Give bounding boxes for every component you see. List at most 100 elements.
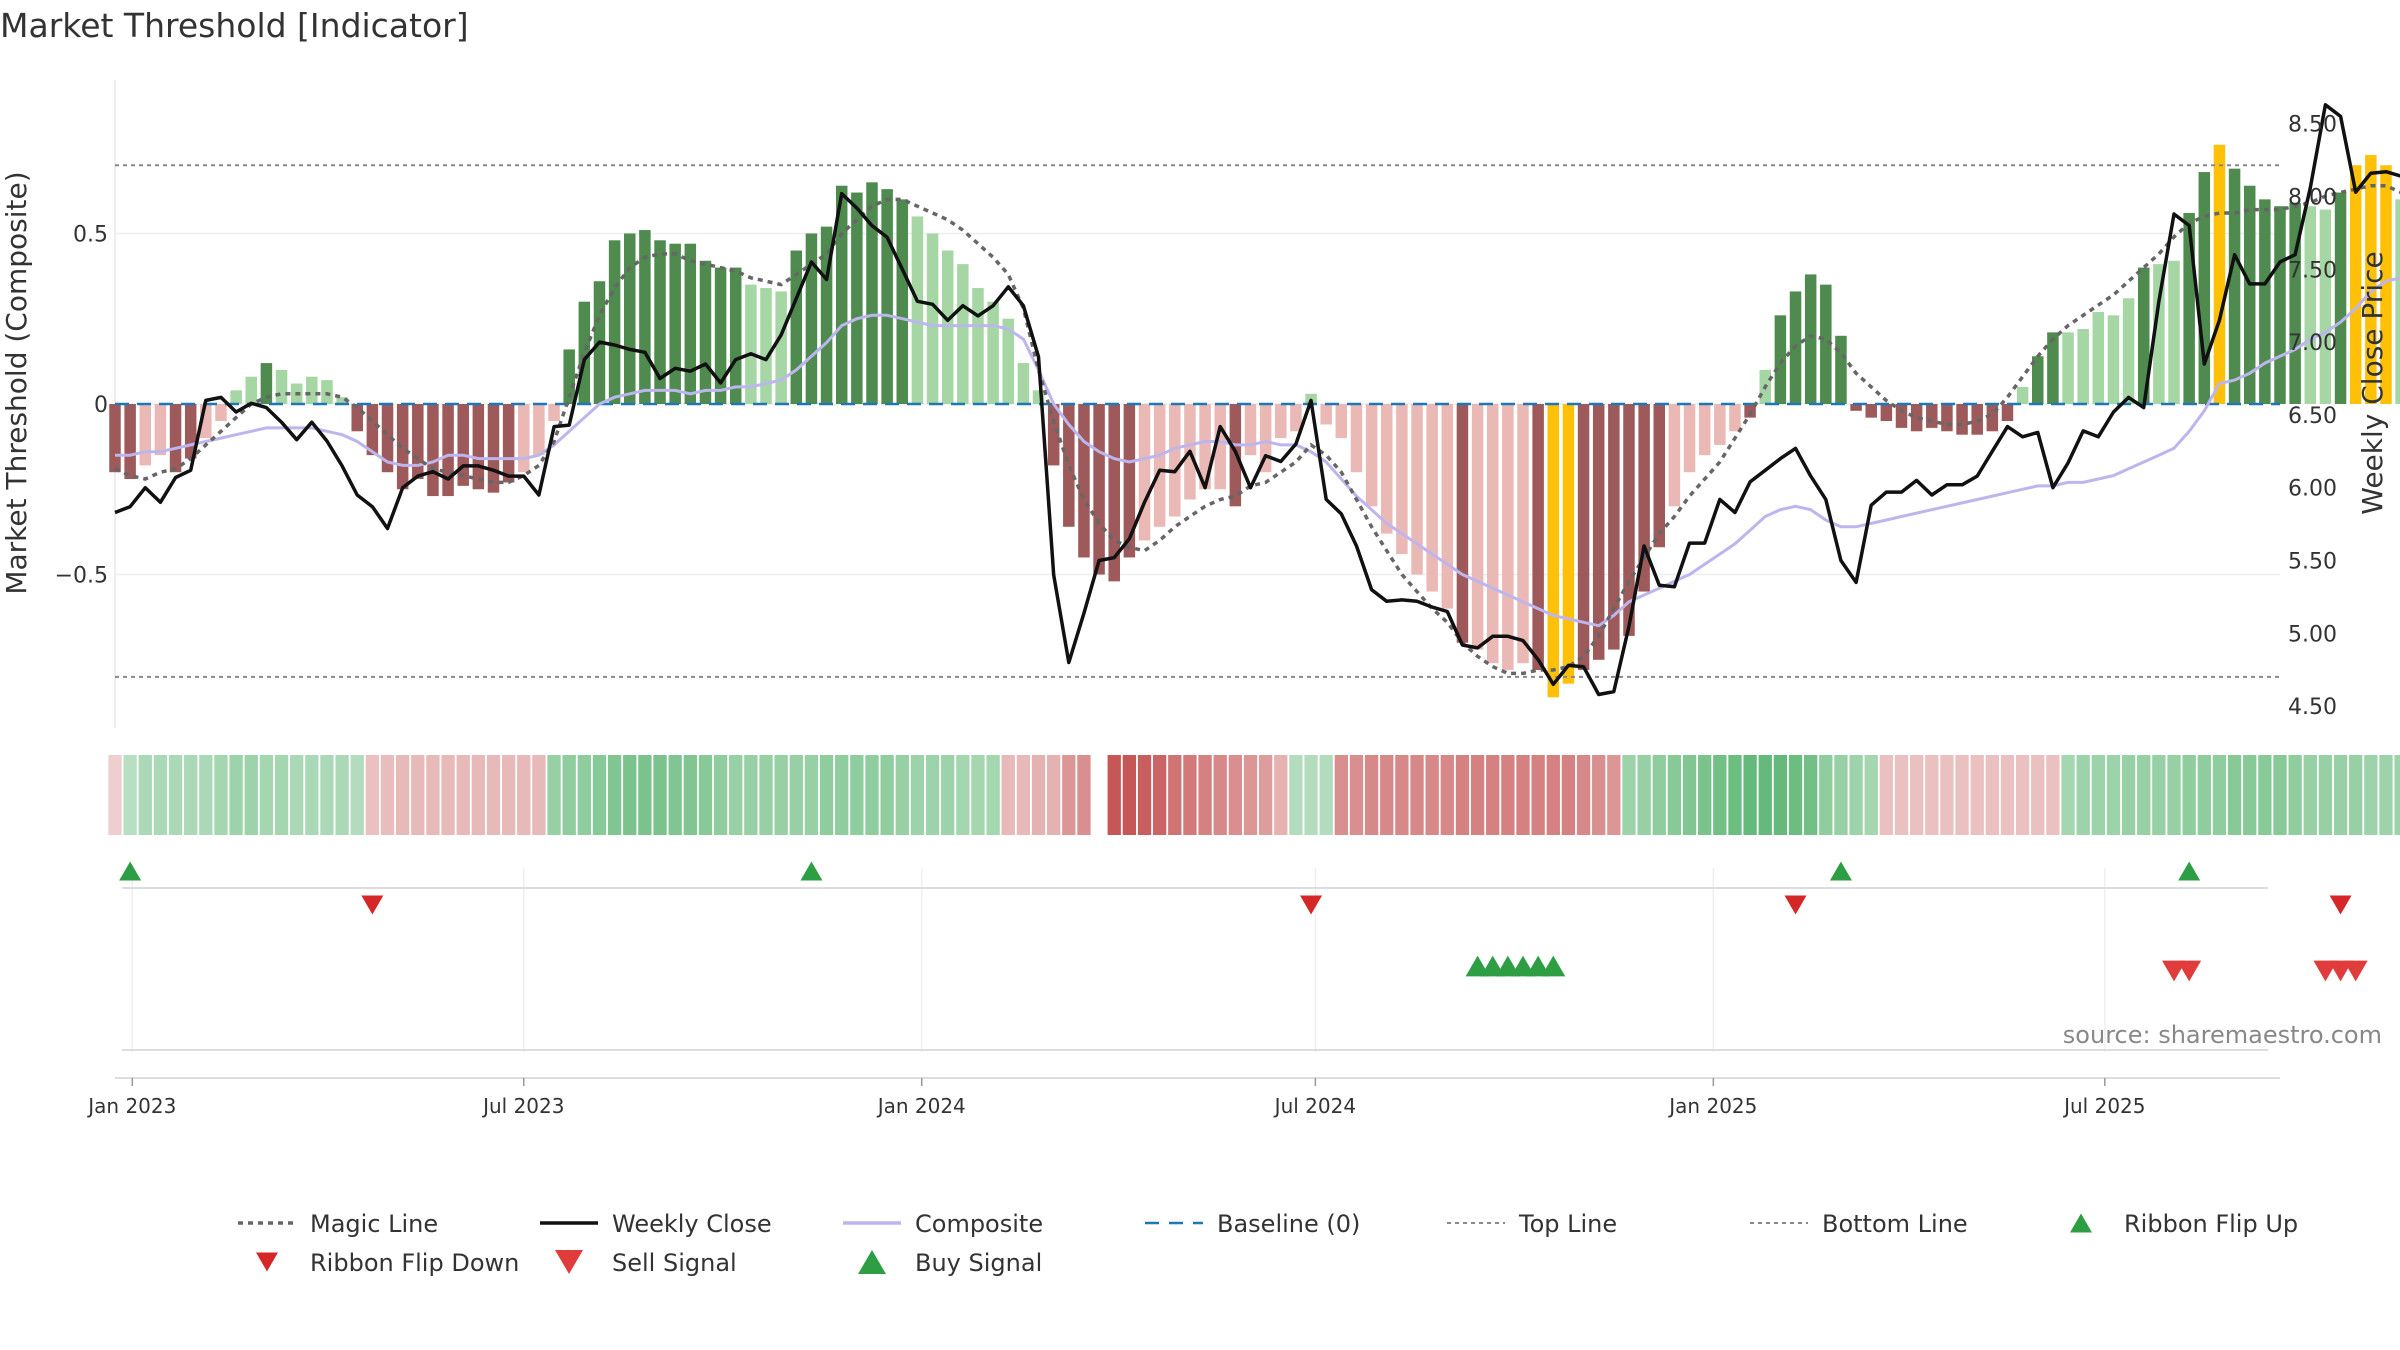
composite-bar	[1850, 404, 1862, 411]
ribbon-cell	[2212, 755, 2227, 835]
ribbon-cell	[1925, 755, 1939, 835]
composite-bar	[336, 397, 348, 404]
ribbon-cell	[1501, 755, 1515, 835]
ribbon-cell	[2061, 755, 2075, 835]
ribbon-cell	[1168, 755, 1182, 835]
y2-tick-label: 7.50	[2288, 258, 2337, 283]
composite-bar	[1350, 404, 1363, 473]
composite-bar	[2213, 144, 2226, 405]
right-y-axis: 4.50 5.00 5.50 6.00 6.50 7.00 7.50 8.00 8.50	[2288, 113, 2337, 720]
ribbon-cell	[1137, 755, 1152, 835]
composite-bar	[1396, 404, 1408, 555]
composite-bar	[1502, 404, 1514, 671]
legend-swatch-marker	[858, 1249, 886, 1275]
ribbon-cell	[1425, 755, 1439, 835]
ribbon-cell	[1576, 755, 1591, 835]
legend-item: Buy Signal	[858, 1249, 1042, 1277]
buy-signal-marker	[1511, 955, 1536, 977]
composite-bar	[396, 404, 409, 490]
ribbon-cell	[1788, 755, 1803, 835]
composite-bar	[275, 369, 288, 404]
y2-tick-label: 5.50	[2288, 550, 2337, 575]
legend-item: Ribbon Flip Up	[2070, 1210, 2298, 1238]
y2-tick-label: 5.00	[2288, 622, 2337, 647]
ribbon-cell	[683, 755, 697, 835]
ribbon-cell	[577, 755, 591, 835]
composite-bar	[502, 404, 515, 483]
ribbon-cell	[1470, 755, 1485, 835]
composite-bar	[1577, 404, 1590, 671]
composite-bar	[820, 226, 833, 404]
ribbon-flip-down-marker	[1784, 895, 1807, 915]
composite-bar	[2016, 386, 2029, 404]
composite-bar	[1804, 274, 1817, 404]
composite-bar	[654, 240, 666, 404]
ribbon-cell	[1909, 755, 1924, 835]
ribbon-cell	[623, 755, 637, 835]
composite-bar	[957, 264, 969, 404]
legend-label: Baseline (0)	[1217, 1210, 1360, 1238]
ribbon-cell	[1062, 755, 1076, 835]
composite-bar	[1426, 404, 1438, 592]
ribbon-cell	[2318, 755, 2333, 835]
composite-bar	[972, 288, 984, 404]
ribbon-cell	[1243, 755, 1258, 835]
composite-bar	[684, 243, 697, 404]
ribbon-cell	[638, 755, 652, 835]
composite-bar	[1653, 404, 1666, 548]
composite-bar	[2137, 267, 2150, 404]
composite-bar	[154, 404, 167, 456]
composite-bar	[2349, 165, 2362, 404]
ribbon-cell	[2394, 755, 2400, 835]
ribbon-flip-up-marker	[1829, 861, 1852, 881]
ribbon-cell	[1198, 755, 1212, 835]
ribbon-cell	[1455, 755, 1470, 835]
composite-bar	[1592, 404, 1605, 660]
ribbon-cell	[305, 755, 319, 835]
composite-bar	[200, 404, 212, 439]
signal-grid	[115, 868, 2280, 1079]
ribbon-cell	[380, 755, 395, 835]
ribbon-cell	[168, 755, 183, 835]
ribbon-cell	[1849, 755, 1863, 835]
legend: Magic Line Weekly Close Composite Baseline …	[238, 1210, 2298, 1277]
ribbon-cell	[1077, 755, 1091, 835]
ribbon-cell	[850, 755, 864, 835]
magic-line	[114, 183, 2400, 676]
ribbon-cell	[1834, 755, 1848, 835]
signals-panel	[115, 861, 2368, 1079]
ribbon-cell	[1955, 755, 1969, 835]
ribbon-cell	[2015, 755, 2030, 835]
composite-bar	[1275, 404, 1287, 439]
ribbon-cell	[1274, 755, 1288, 835]
sell-signal-marker	[2328, 960, 2353, 982]
ribbon-flip-down-marker	[2329, 895, 2352, 915]
ribbon-cell	[1698, 755, 1712, 835]
composite-bar	[1486, 404, 1499, 664]
ribbon-cell	[2121, 755, 2136, 835]
composite-bar	[1456, 404, 1469, 643]
ribbon-cell	[1607, 755, 1621, 835]
composite-bar	[1517, 404, 1529, 664]
ribbon-cell	[804, 755, 819, 835]
ribbon-cell	[2258, 755, 2272, 835]
composite-bar	[2183, 213, 2195, 404]
ribbon-cell	[2303, 755, 2317, 835]
composite-bar	[518, 404, 530, 473]
composite-bar	[851, 192, 863, 404]
composite-bar	[835, 185, 848, 404]
composite-bar	[805, 233, 818, 404]
ribbon-cell	[199, 755, 213, 835]
composite-bar	[351, 404, 363, 432]
ribbon-cell	[1304, 755, 1318, 835]
ribbon-cell	[744, 755, 758, 835]
composite-bar	[2001, 404, 2014, 422]
ribbon-cell	[2076, 755, 2090, 835]
composite-bar	[1078, 404, 1090, 558]
legend-label: Buy Signal	[915, 1249, 1042, 1277]
ribbon-cell	[1410, 755, 1424, 835]
composite-bar	[2092, 311, 2105, 404]
ribbon-cell	[2288, 755, 2302, 835]
ribbon-cell	[759, 755, 773, 835]
